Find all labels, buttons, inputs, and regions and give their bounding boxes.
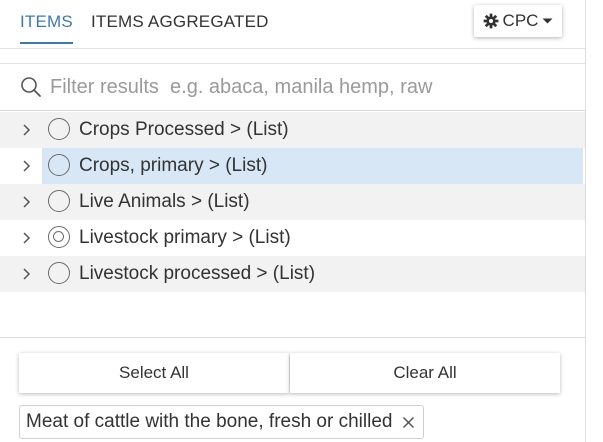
chip-label: Meat of cattle with the bone, fresh or c… (26, 411, 393, 432)
chevron-right-icon[interactable] (20, 123, 34, 137)
chevron-right-icon[interactable] (20, 195, 34, 209)
tree-radio[interactable] (48, 262, 70, 284)
selected-item-chip: Meat of cattle with the bone, fresh or c… (19, 405, 425, 439)
classification-label: CPC (502, 11, 539, 30)
filter-bar (0, 63, 585, 111)
tree-row-livestock-primary[interactable]: Livestock primary > (List) (0, 220, 585, 256)
filter-input[interactable] (50, 72, 570, 102)
chevron-right-icon[interactable] (20, 231, 34, 245)
tree-item-label: Livestock processed > (List) (79, 263, 316, 284)
tree-row-live-animals[interactable]: Live Animals > (List) (0, 184, 585, 220)
tree-radio[interactable] (48, 154, 70, 176)
chevron-right-icon[interactable] (20, 159, 34, 173)
tab-divider (0, 48, 585, 49)
clear-all-button[interactable]: Clear All (290, 353, 560, 393)
close-icon[interactable] (402, 416, 415, 429)
tree-radio[interactable] (48, 190, 70, 212)
tab-bar: ITEMS ITEMS AGGREGATED (0, 0, 585, 48)
tree-row-livestock-processed[interactable]: Livestock processed > (List) (0, 256, 585, 292)
tree-radio[interactable] (48, 118, 70, 140)
select-all-button[interactable]: Select All (19, 353, 289, 393)
tree-item-label: Live Animals > (List) (79, 191, 250, 212)
tree-row-crops-primary[interactable]: Crops, primary > (List) (0, 148, 585, 184)
section-divider (0, 337, 585, 338)
caret-down-icon (542, 17, 553, 25)
classification-dropdown-button[interactable]: CPC (474, 5, 562, 37)
search-icon (20, 76, 42, 103)
tab-items-aggregated[interactable]: ITEMS AGGREGATED (91, 12, 269, 31)
tree-item-label: Crops, primary > (List) (79, 155, 268, 176)
tree-row-crops-processed[interactable]: Crops Processed > (List) (0, 112, 585, 148)
tree-item-label: Crops Processed > (List) (79, 119, 289, 140)
items-panel: ITEMS ITEMS AGGREGATED (0, 0, 586, 442)
item-tree: Crops Processed > (List) Crops, primary … (0, 112, 585, 292)
tree-radio-partial[interactable] (48, 226, 70, 248)
chevron-right-icon[interactable] (20, 267, 34, 281)
tab-items[interactable]: ITEMS (20, 12, 73, 44)
gear-icon (483, 13, 499, 29)
tree-item-label: Livestock primary > (List) (79, 227, 291, 248)
